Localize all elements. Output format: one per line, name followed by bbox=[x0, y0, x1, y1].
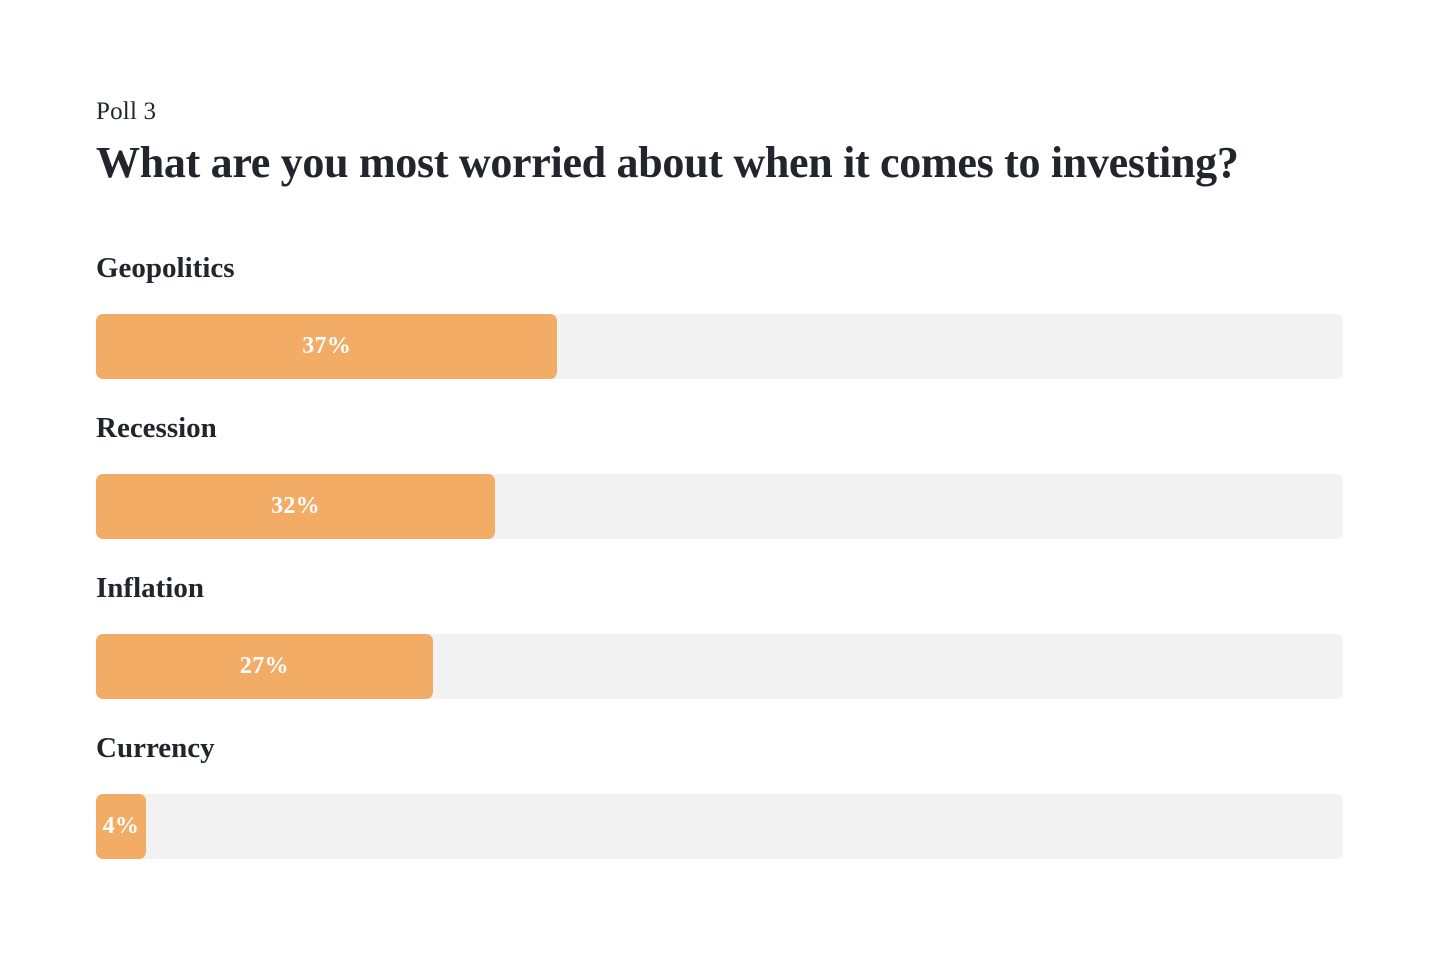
bar-group-inflation: Inflation 27% bbox=[96, 572, 1343, 699]
bar-group-recession: Recession 32% bbox=[96, 412, 1343, 539]
bar-label: Geopolitics bbox=[96, 251, 235, 284]
bar-fill: 4% bbox=[96, 793, 146, 859]
poll-kicker: Poll 3 bbox=[96, 98, 157, 125]
bar-label: Inflation bbox=[96, 571, 204, 604]
bar-fill: 32% bbox=[96, 473, 496, 539]
bar-value: 37% bbox=[302, 332, 352, 359]
bar-label: Currency bbox=[96, 731, 215, 764]
poll-page: Poll 3 What are you most worried about w… bbox=[96, 98, 1343, 859]
bar-value: 32% bbox=[271, 492, 320, 519]
bar-fill: 27% bbox=[96, 633, 433, 699]
bar-track: 27% bbox=[96, 633, 1343, 699]
bar-group-currency: Currency 4% bbox=[96, 732, 1343, 859]
bar-track: 4% bbox=[96, 793, 1343, 859]
poll-bar-chart: Geopolitics 37% Recession 32% Inflation … bbox=[96, 252, 1343, 859]
bar-track: 37% bbox=[96, 313, 1343, 379]
bar-fill: 37% bbox=[96, 313, 558, 379]
bar-group-geopolitics: Geopolitics 37% bbox=[96, 252, 1343, 379]
bar-track: 32% bbox=[96, 473, 1343, 539]
bar-value: 4% bbox=[102, 812, 140, 839]
poll-title: What are you most worried about when it … bbox=[96, 138, 1239, 187]
bar-label: Recession bbox=[96, 411, 217, 444]
bar-value: 27% bbox=[239, 652, 289, 679]
